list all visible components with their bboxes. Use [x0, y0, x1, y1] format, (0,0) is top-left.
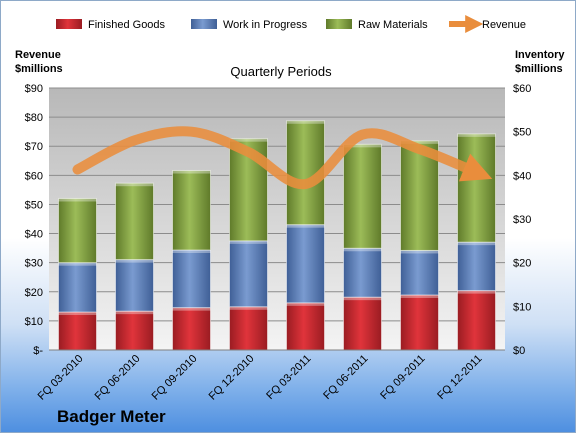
left-tick-label: $50 — [25, 199, 43, 211]
x-tick-label: FQ 12-2010 — [207, 353, 257, 403]
bar-highlight — [115, 311, 154, 315]
bar-highlight — [58, 312, 97, 316]
x-tick-label: FQ 09-2010 — [150, 353, 200, 403]
left-tick-label: $80 — [25, 112, 43, 124]
left-axis-ticks: $- $10 $20 $30 $40 $50 $60 $70 $80 $90 — [25, 83, 44, 357]
bar-highlight — [400, 250, 439, 254]
legend: Finished Goods Work in Progress Raw Materi… — [56, 15, 526, 33]
legend-swatch — [191, 19, 217, 29]
bar-raw-materials — [115, 182, 154, 261]
right-axis-ticks: $0 $10 $20 $30 $40 $50 $60 — [513, 83, 531, 357]
x-tick-label: FQ 06-2010 — [93, 353, 143, 403]
bar-highlight — [457, 133, 496, 137]
legend-swatch — [56, 19, 82, 29]
legend-item-revenue: Revenue — [449, 15, 526, 33]
left-tick-label: $- — [33, 345, 43, 357]
left-tick-label: $20 — [25, 287, 43, 299]
x-tick-label: FQ 03-2011 — [264, 353, 313, 402]
legend-label: Finished Goods — [88, 19, 166, 31]
right-axis-title: Inventory $millions — [515, 49, 565, 75]
right-tick-label: $60 — [513, 83, 531, 95]
right-axis-title-line1: Inventory — [515, 49, 565, 61]
bar-highlight — [400, 140, 439, 144]
bar-highlight — [286, 224, 325, 228]
left-axis-title-line2: $millions — [15, 63, 63, 75]
bar-highlight — [286, 120, 325, 124]
right-tick-label: $20 — [513, 258, 531, 270]
bar-highlight — [229, 138, 268, 142]
bar-highlight — [457, 242, 496, 246]
bar-finished-goods — [58, 311, 97, 351]
legend-item-raw-materials: Raw Materials — [326, 19, 428, 31]
x-tick-label: FQ 09-2011 — [378, 353, 427, 402]
bar-finished-goods — [286, 302, 325, 351]
bars — [58, 120, 496, 351]
revenue-line-group — [72, 126, 493, 190]
right-tick-label: $10 — [513, 301, 531, 313]
chart-title: Quarterly Periods — [230, 64, 332, 79]
left-tick-label: $10 — [25, 316, 43, 328]
bar-work-in-progress — [400, 249, 439, 296]
bar-work-in-progress — [343, 247, 382, 298]
bar-raw-materials — [343, 143, 382, 249]
bar-highlight — [400, 294, 439, 298]
legend-item-work-in-progress: Work in Progress — [191, 19, 308, 31]
legend-label: Raw Materials — [358, 19, 428, 31]
bar-highlight — [286, 302, 325, 306]
bar-finished-goods — [457, 290, 496, 351]
bar-work-in-progress — [457, 241, 496, 292]
legend-swatch — [326, 19, 352, 29]
left-axis-title-line1: Revenue — [15, 49, 61, 61]
right-tick-label: $40 — [513, 170, 531, 182]
bar-highlight — [343, 248, 382, 252]
bar-raw-materials — [172, 170, 211, 251]
bar-work-in-progress — [229, 240, 268, 308]
x-axis-labels: FQ 03-2010 FQ 06-2010 FQ 09-2010 FQ 12-2010… — [36, 353, 485, 403]
bar-highlight — [58, 198, 97, 202]
bar-highlight — [343, 297, 382, 301]
x-tick-label: FQ 03-2010 — [36, 353, 86, 403]
bar-finished-goods — [400, 294, 439, 351]
bar-work-in-progress — [58, 262, 97, 313]
bar-highlight — [457, 290, 496, 294]
left-tick-label: $40 — [25, 229, 43, 241]
company-name: Badger Meter — [57, 407, 166, 426]
bar-raw-materials — [457, 133, 496, 243]
right-tick-label: $30 — [513, 214, 531, 226]
bar-finished-goods — [172, 307, 211, 351]
bar-highlight — [343, 144, 382, 148]
bar-finished-goods — [343, 296, 382, 351]
bar-highlight — [115, 259, 154, 263]
bar-work-in-progress — [286, 224, 325, 304]
bar-finished-goods — [229, 306, 268, 351]
legend-label: Work in Progress — [223, 19, 308, 31]
bar-highlight — [172, 250, 211, 254]
bar-highlight — [58, 262, 97, 266]
x-tick-label: FQ 06-2011 — [321, 353, 370, 402]
bar-work-in-progress — [172, 249, 211, 309]
bar-finished-goods — [115, 310, 154, 351]
left-tick-label: $30 — [25, 258, 43, 270]
right-axis-title-line2: $millions — [515, 63, 563, 75]
left-axis-title: Revenue $millions — [15, 49, 63, 75]
bar-highlight — [115, 183, 154, 187]
right-tick-label: $0 — [513, 345, 525, 357]
left-tick-label: $60 — [25, 170, 43, 182]
bar-work-in-progress — [115, 259, 154, 312]
bar-highlight — [229, 240, 268, 244]
bar-highlight — [172, 170, 211, 174]
x-tick-label: FQ 12-2011 — [435, 353, 484, 402]
revenue-line — [72, 126, 493, 190]
bar-highlight — [229, 306, 268, 310]
bar-raw-materials — [58, 197, 97, 264]
legend-item-finished-goods: Finished Goods — [56, 19, 166, 31]
left-tick-label: $90 — [25, 83, 43, 95]
left-tick-label: $70 — [25, 141, 43, 153]
legend-label: Revenue — [482, 19, 526, 31]
right-tick-label: $50 — [513, 127, 531, 139]
bar-highlight — [172, 307, 211, 311]
